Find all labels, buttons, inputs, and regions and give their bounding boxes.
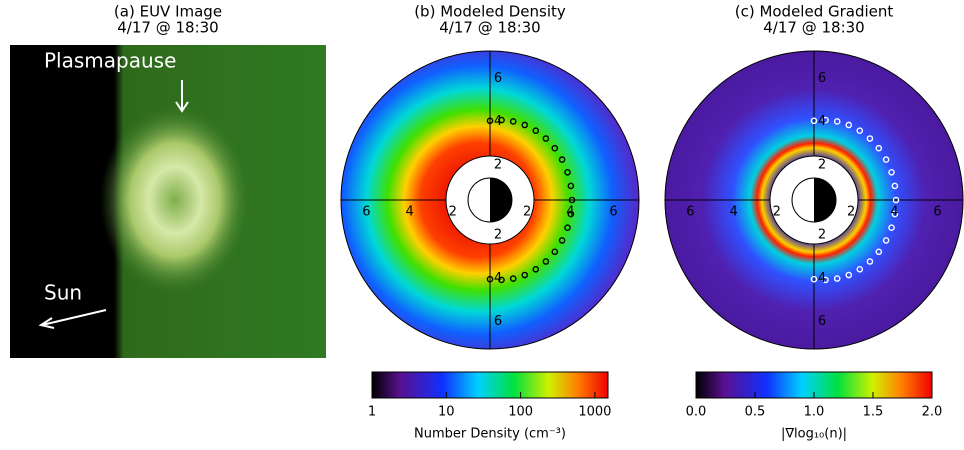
radial-tick-label: 2 [847, 205, 855, 220]
plasmapause-marker [558, 156, 566, 163]
colorbar-tick-label: 10 [438, 405, 455, 420]
radial-tick-label: 2 [773, 205, 781, 220]
colorbar-tick-label: 1 [368, 405, 376, 420]
plasmapause-marker [509, 118, 517, 125]
colorbar-tick-label: 0.5 [745, 405, 766, 420]
radial-tick-label: 6 [609, 205, 617, 220]
plasmapause-marker [875, 248, 883, 256]
plasmapause-marker [845, 121, 853, 129]
earth-night [490, 178, 512, 222]
plasmasphere-glow [100, 105, 250, 295]
radial-tick-label: 6 [818, 71, 826, 86]
annotation: Plasmapause [44, 49, 176, 73]
colorbar-tick-label: 100 [508, 405, 533, 420]
radial-tick-label: 2 [818, 228, 826, 243]
colorbar-tick-label: 1.0 [804, 405, 825, 420]
radial-tick-label: 4 [818, 114, 826, 129]
plasmapause-marker [521, 271, 529, 279]
colorbar-label: |∇log₁₀(n)| [781, 427, 847, 442]
panel-title: (b) Modeled Density [414, 3, 566, 21]
annotation: Sun [44, 281, 82, 305]
plasmapause-marker [891, 182, 899, 190]
radial-tick-label: 2 [494, 228, 502, 243]
plasmapause-marker [856, 266, 864, 273]
plasmapause-marker [551, 144, 559, 152]
radial-tick-label: 4 [890, 205, 898, 220]
colorbar [371, 371, 609, 399]
colorbar-label: Number Density (cm⁻³) [414, 427, 566, 442]
radial-tick-label: 2 [523, 205, 531, 220]
radial-tick-label: 6 [362, 205, 370, 220]
plasmapause-marker [866, 135, 874, 142]
plasmapause-marker [856, 127, 864, 134]
radial-tick-label: 4 [405, 205, 413, 220]
colorbar-tick-label: 0.0 [686, 405, 707, 420]
radial-tick-label: 2 [494, 157, 502, 172]
radial-tick-label: 2 [449, 205, 457, 220]
plasmapause-marker [498, 276, 505, 284]
plasmapause-marker [509, 275, 517, 282]
plasmapause-marker [542, 135, 550, 142]
arrow-head [38, 317, 55, 329]
plasmapause-marker [498, 116, 505, 124]
radial-tick-label: 6 [494, 314, 502, 329]
plasmapause-marker [542, 258, 550, 265]
radial-tick-label: 4 [566, 205, 574, 220]
plasmapause-marker [532, 266, 540, 273]
plasmapause-marker [486, 275, 494, 283]
plasmapause-marker [486, 117, 494, 125]
radial-tick-label: 4 [729, 205, 737, 220]
arrow [41, 309, 107, 326]
radial-tick-label: 6 [686, 205, 694, 220]
plasmapause-marker [822, 116, 829, 124]
plasmapause-marker [833, 275, 841, 282]
plasmapause-marker [891, 210, 899, 218]
plasmapause-marker [845, 271, 853, 279]
plasmapause-marker [564, 224, 571, 232]
plasmapause-marker [532, 127, 540, 134]
panel-time: 4/17 @ 18:30 [439, 19, 540, 37]
plasmapause-marker [810, 117, 818, 125]
panel-time: 4/17 @ 18:30 [763, 19, 864, 37]
radial-tick-label: 2 [818, 157, 826, 172]
plasmapause-marker [567, 182, 575, 190]
radial-tick-label: 6 [494, 71, 502, 86]
radial-tick-label: 4 [494, 271, 502, 286]
plasmapause-marker [892, 196, 900, 204]
plasmapause-marker [833, 118, 841, 125]
colorbar-tick-label: 1.5 [863, 405, 884, 420]
plasmapause-marker [888, 168, 895, 176]
radial-tick-label: 6 [933, 205, 941, 220]
plasmapause-marker [568, 196, 576, 204]
plasmapause-marker [567, 210, 575, 218]
plasmapause-marker [882, 156, 890, 163]
plasmapause-marker [558, 237, 566, 244]
colorbar-tick-label: 2.0 [922, 405, 943, 420]
plasmapause-marker [882, 237, 890, 244]
radial-tick-label: 6 [818, 314, 826, 329]
plasmapause-marker [521, 121, 529, 129]
panel-time: 4/17 @ 18:30 [117, 19, 218, 37]
plasmapause-marker [875, 144, 883, 152]
panel-title: (a) EUV Image [114, 3, 222, 21]
plasmapause-marker [866, 258, 874, 265]
arrow-head [175, 101, 189, 113]
plasmapause-marker [822, 276, 829, 284]
radial-tick-label: 4 [494, 114, 502, 129]
colorbar-tick-label: 1000 [578, 405, 611, 420]
plasmapause-marker [810, 275, 818, 283]
radial-tick-label: 4 [818, 271, 826, 286]
panel-title: (c) Modeled Gradient [735, 3, 894, 21]
plasmapause-marker [888, 224, 895, 232]
plasmapause-marker [564, 168, 571, 176]
plasmapause-marker [551, 248, 559, 256]
earth-night [814, 178, 836, 222]
